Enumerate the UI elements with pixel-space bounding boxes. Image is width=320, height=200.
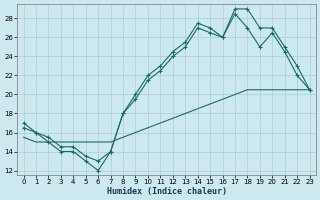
X-axis label: Humidex (Indice chaleur): Humidex (Indice chaleur) [107, 187, 227, 196]
